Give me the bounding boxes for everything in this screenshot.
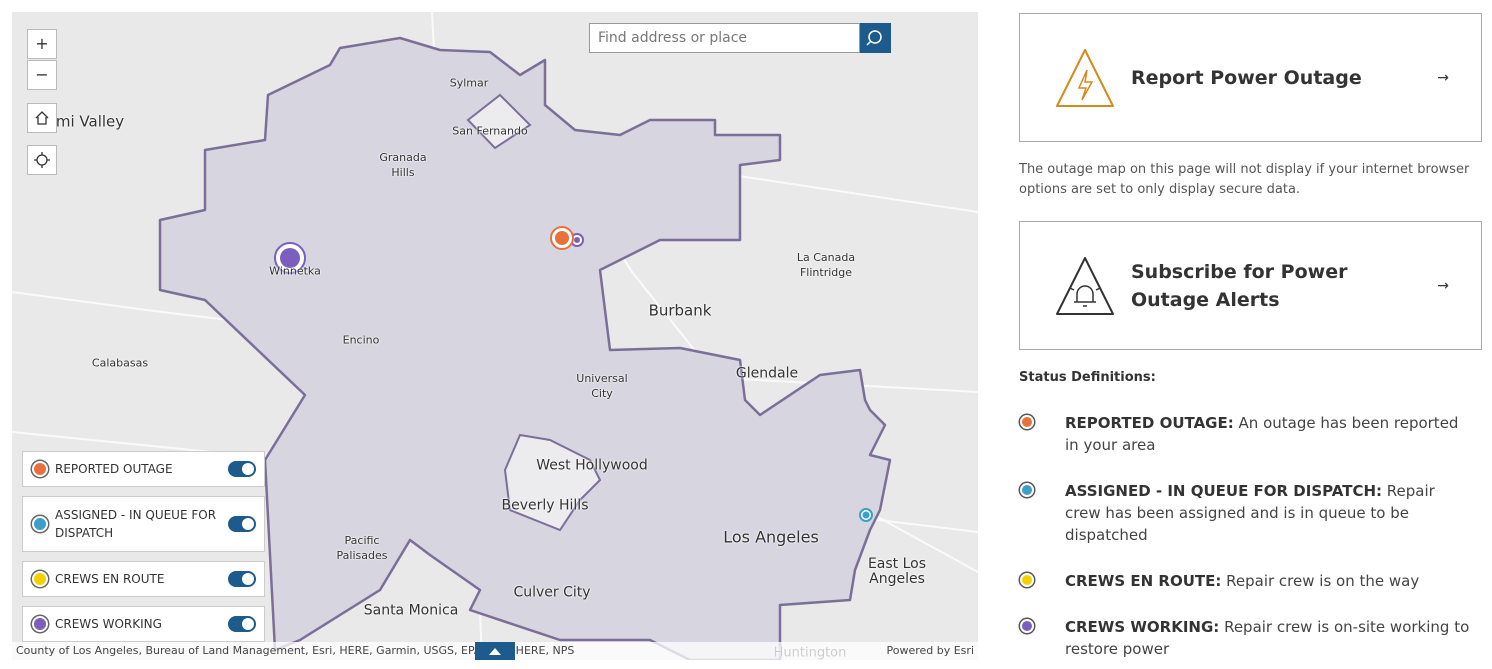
layer-name: REPORTED OUTAGE	[55, 462, 173, 476]
layer-toggle[interactable]	[228, 571, 256, 587]
status-heading: Status Definitions:	[1019, 370, 1156, 385]
layer-item: CREWS WORKING	[22, 606, 265, 642]
status-row: REPORTED OUTAGE: An outage has been repo…	[1065, 412, 1475, 456]
map-attribution-bar: County of Los Angeles, Bureau of Land Ma…	[12, 642, 978, 660]
layer-name: CREWS EN ROUTE	[55, 572, 165, 586]
status-definition: Repair crew has been assigned and is in …	[1065, 482, 1435, 544]
status-term: REPORTED OUTAGE:	[1065, 414, 1234, 432]
subscribe-arrow: →	[1437, 277, 1449, 294]
status-row: CREWS WORKING: Repair crew is on-site wo…	[1065, 616, 1475, 660]
status-term: CREWS WORKING:	[1065, 618, 1220, 636]
place-label: East Los Angeles	[867, 556, 927, 587]
place-label: Santa Monica	[363, 602, 459, 619]
status-dot	[1020, 483, 1034, 497]
layer-item: ASSIGNED - IN QUEUE FOR DISPATCH	[22, 496, 265, 552]
expand-attribution-button[interactable]	[475, 642, 515, 660]
report-outage-label: Report Power Outage	[1131, 66, 1362, 89]
place-label: West Hollywood	[536, 457, 648, 474]
outage-map[interactable]: Sylmar San Fernando Granada Hills mi Valley…	[12, 12, 978, 660]
powered-by: Powered by Esri	[886, 644, 974, 657]
status-term: ASSIGNED - IN QUEUE FOR DISPATCH:	[1065, 482, 1382, 500]
map-base	[12, 12, 978, 660]
status-term: CREWS EN ROUTE:	[1065, 572, 1222, 590]
status-dot	[1020, 573, 1034, 587]
status-definition: An outage has been reported in your area	[1065, 414, 1459, 454]
place-label: Encino	[342, 333, 380, 347]
zoom-in-button[interactable]: +	[27, 29, 57, 59]
place-label: Winnetka	[269, 264, 321, 278]
home-icon	[35, 111, 49, 125]
place-label: Burbank	[648, 301, 712, 320]
layer-dot	[32, 616, 48, 632]
layer-toggle[interactable]	[228, 516, 256, 532]
layer-dot	[32, 461, 48, 477]
place-label: Calabasas	[91, 356, 149, 370]
layer-item: REPORTED OUTAGE	[22, 451, 265, 487]
layer-name: CREWS WORKING	[55, 617, 162, 631]
layer-toggle[interactable]	[228, 616, 256, 632]
alert-icon	[1056, 257, 1114, 315]
report-outage-card[interactable]: Report Power Outage →	[1019, 13, 1482, 142]
place-label: Pacific Palisades	[336, 534, 388, 562]
locate-button[interactable]	[27, 145, 57, 175]
place-label: Los Angeles	[723, 527, 819, 547]
search-button[interactable]	[860, 23, 891, 53]
report-arrow: →	[1437, 69, 1449, 86]
status-definition: Repair crew is on the way	[1226, 572, 1420, 590]
status-definition: Repair crew is on-site working to restor…	[1065, 618, 1470, 658]
search-icon	[866, 30, 882, 46]
subscribe-alerts-label: Subscribe for Power Outage Alerts	[1131, 260, 1348, 311]
home-button[interactable]	[27, 103, 57, 133]
layer-item: CREWS EN ROUTE	[22, 561, 265, 597]
attribution: County of Los Angeles, Bureau of Land Ma…	[16, 644, 575, 657]
place-label: Beverly Hills	[501, 497, 589, 514]
status-row: CREWS EN ROUTE: Repair crew is on the wa…	[1065, 570, 1475, 592]
place-label: Culver City	[513, 584, 591, 601]
expand-icon	[489, 648, 501, 655]
place-label: Glendale	[735, 365, 799, 382]
layer-name: ASSIGNED - IN QUEUE FOR DISPATCH	[55, 508, 217, 540]
place-label: mi Valley	[55, 112, 125, 131]
place-label: Universal City	[576, 372, 628, 400]
layer-toggle[interactable]	[228, 461, 256, 477]
zoom-out-button[interactable]: −	[27, 60, 57, 90]
status-row: ASSIGNED - IN QUEUE FOR DISPATCH: Repair…	[1065, 480, 1475, 546]
report-icon	[1056, 49, 1114, 107]
layer-dot	[32, 571, 48, 587]
place-label: San Fernando	[452, 124, 528, 138]
search-input[interactable]: Find address or place	[589, 23, 860, 53]
layer-dot	[32, 516, 48, 532]
place-label: Granada Hills	[379, 151, 427, 179]
status-dot	[1020, 415, 1034, 429]
secure-data-notice: The outage map on this page will not dis…	[1019, 162, 1470, 197]
place-label: Sylmar	[449, 76, 489, 90]
subscribe-alerts-card[interactable]: Subscribe for Power Outage Alerts →	[1019, 221, 1482, 350]
locate-icon	[34, 152, 50, 168]
status-dot	[1020, 619, 1034, 633]
place-label: La Canada Flintridge	[796, 251, 856, 279]
